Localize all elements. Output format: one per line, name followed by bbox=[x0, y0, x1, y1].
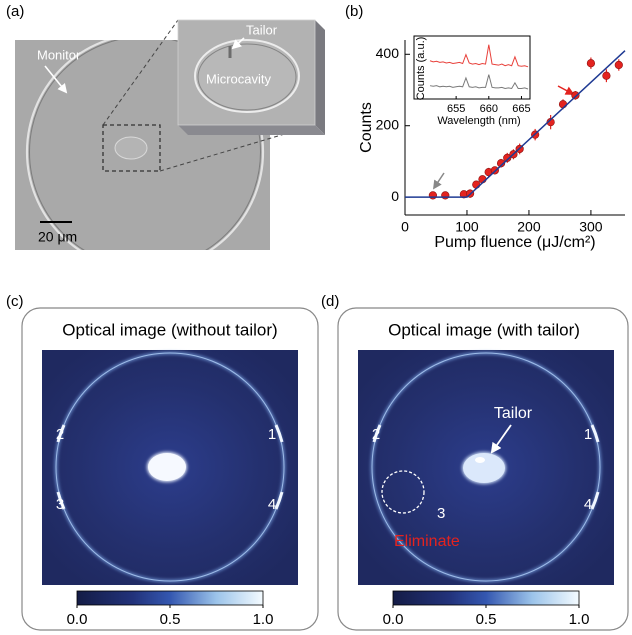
colorbar-tick-label: 1.0 bbox=[569, 611, 590, 628]
data-point bbox=[615, 61, 623, 69]
y-axis-label: Counts bbox=[358, 102, 375, 153]
x-tick-label: 655 bbox=[447, 103, 465, 115]
data-point bbox=[603, 72, 611, 80]
colorbar-tick-label: 0.5 bbox=[476, 611, 497, 628]
tailor-label: Tailor bbox=[494, 405, 533, 422]
y-tick-label: 400 bbox=[376, 45, 400, 61]
data-point bbox=[587, 59, 595, 67]
port-label: 3 bbox=[437, 505, 445, 522]
eliminate-label: Eliminate bbox=[394, 533, 460, 550]
colorbar-tick-label: 1.0 bbox=[253, 611, 274, 628]
panel-label: (d) bbox=[321, 293, 339, 310]
x-axis-label: Wavelength (nm) bbox=[437, 115, 520, 127]
scale-bar-label: 20 μm bbox=[38, 229, 77, 245]
tailor-label: Tailor bbox=[246, 22, 278, 37]
x-tick-label: 0 bbox=[401, 218, 409, 234]
x-tick-label: 665 bbox=[512, 103, 530, 115]
lasing-arrow bbox=[558, 86, 573, 94]
data-point bbox=[472, 181, 480, 189]
port-label: 3 bbox=[56, 496, 64, 513]
port-label: 2 bbox=[372, 426, 380, 443]
data-point bbox=[441, 192, 449, 200]
port-label: 2 bbox=[56, 426, 64, 443]
colorbar-tick-label: 0.0 bbox=[67, 611, 88, 628]
x-tick-label: 200 bbox=[517, 218, 541, 234]
y-axis-label: Counts (a.u.) bbox=[415, 37, 427, 101]
microcavity-label: Microcavity bbox=[206, 71, 272, 86]
optical-image bbox=[42, 350, 298, 585]
colorbar-tick-label: 0.5 bbox=[160, 611, 181, 628]
panel-title: Optical image (without tailor) bbox=[62, 320, 277, 339]
port-label: 1 bbox=[584, 426, 592, 443]
threshold-arrow bbox=[434, 173, 444, 188]
x-tick-label: 660 bbox=[480, 103, 498, 115]
data-point bbox=[559, 100, 567, 108]
port-label: 4 bbox=[584, 496, 592, 513]
figure: (a) (b) (c) (d) Monitor Tailor Microcavi… bbox=[0, 0, 632, 635]
x-tick-label: 300 bbox=[579, 218, 603, 234]
panel-label: (a) bbox=[6, 3, 24, 20]
inset-frame bbox=[414, 36, 530, 99]
data-point bbox=[429, 192, 437, 200]
port-label: 4 bbox=[268, 496, 276, 513]
colorbar bbox=[77, 591, 263, 605]
x-axis-label: Pump fluence (μJ/cm²) bbox=[434, 234, 595, 251]
colorbar-tick-label: 0.0 bbox=[383, 611, 404, 628]
colorbar bbox=[393, 591, 579, 605]
panel-label: (b) bbox=[345, 3, 363, 20]
panel-label: (c) bbox=[6, 293, 24, 310]
monitor-label: Monitor bbox=[37, 47, 81, 62]
y-tick-label: 0 bbox=[391, 188, 399, 204]
port-label: 1 bbox=[268, 426, 276, 443]
y-tick-label: 200 bbox=[376, 116, 400, 132]
x-tick-label: 100 bbox=[455, 218, 479, 234]
data-point bbox=[572, 92, 580, 100]
panel-title: Optical image (with tailor) bbox=[388, 320, 580, 339]
